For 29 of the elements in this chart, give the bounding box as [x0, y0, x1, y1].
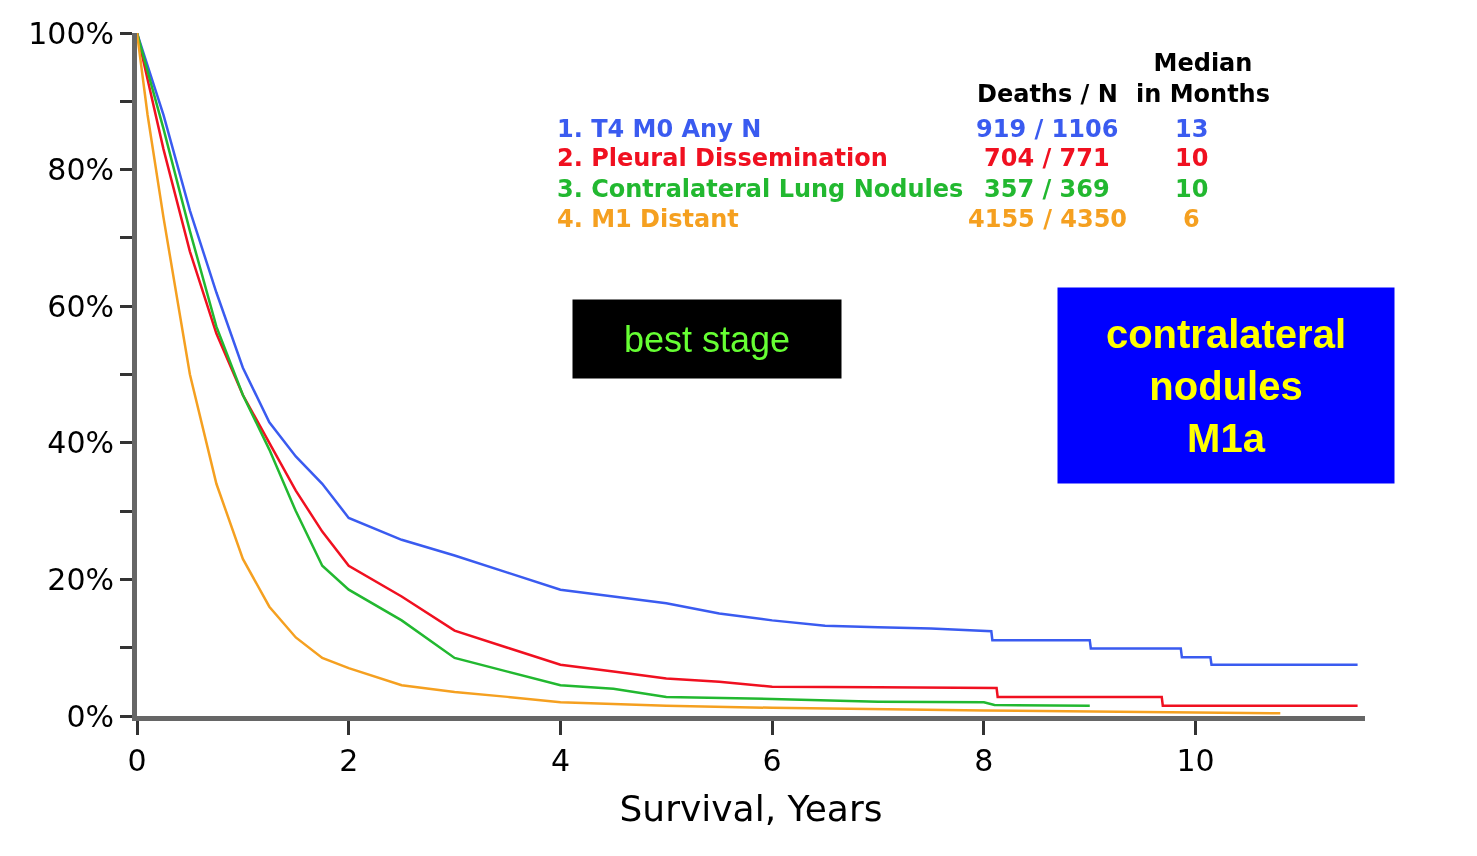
annotation: 6: [1183, 205, 1200, 233]
x-tick-label: 6: [762, 743, 782, 778]
y-tick-label: 20%: [47, 561, 114, 597]
x-tick-label: 10: [1176, 743, 1215, 778]
x-axis-title: Survival, Years: [619, 787, 883, 829]
y-tick-label: 60%: [47, 288, 114, 324]
annotation: Deaths / N: [977, 80, 1118, 108]
annotation: Median in Months: [1136, 49, 1270, 109]
text: 4. M1 Distant: [557, 205, 739, 233]
y-tick-label: 80%: [47, 152, 114, 188]
y-tick-label: 0%: [66, 698, 114, 734]
x-tick-label: 0: [127, 743, 147, 778]
x-tick-label: 2: [339, 743, 359, 778]
annotation: 10: [1175, 175, 1209, 203]
y-tick-label: 40%: [47, 425, 114, 461]
annotation: 919 / 1106: [976, 115, 1119, 143]
annotation: 357 / 369: [984, 175, 1110, 203]
y-tick-label: 100%: [28, 15, 114, 51]
text: 2. Pleural Dissemination: [557, 144, 888, 172]
text: 1. T4 M0 Any N: [557, 115, 762, 143]
annotation: 704 / 771: [984, 144, 1110, 172]
annotation: contralateral nodules M1a: [1105, 311, 1347, 460]
annotation: 13: [1175, 115, 1209, 143]
annotation: 10: [1175, 144, 1209, 172]
text: 3. Contralateral Lung Nodules: [557, 175, 964, 203]
annotation: 4155 / 4350: [968, 205, 1128, 233]
annotation: best stage: [623, 318, 791, 360]
x-tick-label: 4: [550, 743, 570, 778]
x-tick-label: 8: [974, 743, 994, 778]
